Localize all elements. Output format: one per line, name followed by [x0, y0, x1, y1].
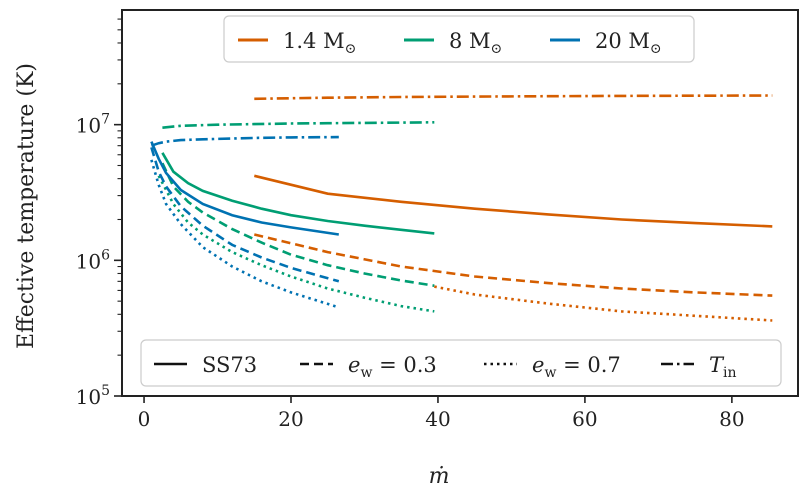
x-tick-label: 0 [138, 407, 151, 431]
x-tick-label: 60 [572, 407, 597, 431]
series-line-6 [157, 175, 435, 313]
legend-style-frame [140, 339, 782, 387]
legend-line-style: SS73 ew = 0.3 ew = 0.7 Tin [140, 339, 782, 387]
y-tick-label: 105 [76, 383, 110, 409]
series-line-10 [150, 159, 340, 309]
legend-label: SS73 [202, 353, 257, 377]
series-line-1 [253, 233, 773, 297]
series-line-2 [434, 285, 773, 322]
x-tick-label: 40 [425, 407, 450, 431]
x-axis-label: ṁ [429, 464, 450, 489]
legend-label: 1.4 M⊙ [283, 29, 356, 57]
series-line-4 [161, 152, 435, 235]
series-line-3 [254, 94, 773, 101]
plot-frame [121, 9, 799, 397]
series-line-9 [150, 147, 340, 283]
series-line-11 [150, 135, 339, 147]
series-lines [150, 94, 773, 322]
axes: 0 20 40 60 80 105 106 107 [76, 9, 799, 431]
series-line-5 [161, 162, 435, 287]
legend-mass-frame [223, 15, 695, 63]
legend-label: 8 M⊙ [449, 29, 502, 57]
series-line-8 [150, 141, 339, 236]
legend-label: Tin [709, 353, 737, 381]
legend-label: ew = 0.7 [532, 353, 621, 381]
series-line-7 [162, 121, 435, 129]
x-tick-label: 80 [719, 407, 744, 431]
y-tick-label: 107 [76, 112, 110, 138]
legend-label: 20 M⊙ [595, 29, 662, 57]
legend-label: ew = 0.3 [348, 353, 437, 381]
y-axis-label: Effective temperature (K) [14, 63, 39, 349]
y-tick-label: 106 [76, 247, 110, 273]
series-line-0 [253, 174, 773, 228]
x-tick-label: 20 [278, 407, 303, 431]
legend-mass: 1.4 M⊙ 8 M⊙ 20 M⊙ [223, 15, 695, 63]
